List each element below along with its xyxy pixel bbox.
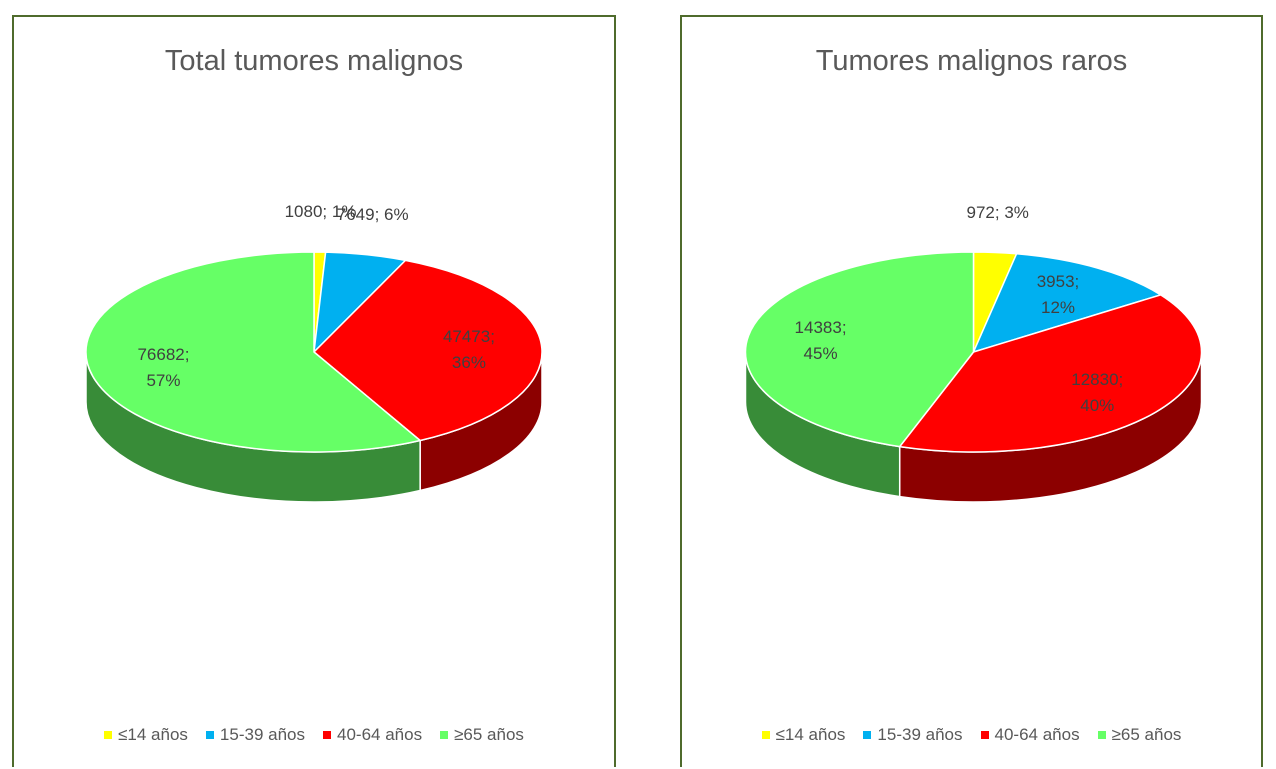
legend-item: 40-64 años [323,725,422,745]
legend-swatch [440,731,449,739]
legend-label: ≥65 años [1111,725,1182,744]
legend-label: 15-39 años [219,725,305,744]
pie-slice [898,294,1203,453]
legend-label: ≤14 años [775,725,846,744]
data-label: 12830; 40% [1071,369,1124,415]
legend-swatch [1097,731,1106,739]
data-label: 7649; 6% [336,204,409,224]
legend-label: ≥65 años [454,725,524,744]
legend-swatch [863,731,872,739]
legend-item: 40-64 años [980,725,1080,745]
pie-slice [85,251,422,453]
data-label: 14383; 45% [794,317,847,363]
legend-label: 40-64 años [337,725,423,744]
pie-slice [972,253,1163,354]
legend-item: ≤14 años [761,725,846,745]
data-label: 47473; 36% [442,326,495,372]
legend: ≤14 años 15-39 años 40-64 años ≥65 años [682,725,1261,745]
data-label: 3953; 12% [1036,271,1080,317]
legend-item: ≤14 años [104,725,188,745]
chart-title: Tumores malignos raros [815,45,1128,77]
data-label: 76682; 57% [137,345,190,391]
legend-label: 40-64 años [994,725,1080,744]
legend-swatch [323,731,331,739]
data-label: 972; 3% [966,202,1029,222]
legend-label: 15-39 años [877,725,963,744]
pie-plot [744,251,1203,503]
legend-item: 15-39 años [205,725,305,745]
chart-panel: Total tumores malignos 1080; 1% 7649; 6% 4… [12,15,616,767]
legend: ≤14 años 15-39 años 40-64 años ≥65 años [14,725,614,745]
chart-panel: Tumores malignos raros 972; 3% 3953; 12% 1… [680,15,1263,767]
pie-slice [312,259,543,442]
legend-label: ≤14 años [118,725,188,744]
pie-slice [744,251,975,448]
legend-item: 15-39 años [863,725,963,745]
legend-item: ≥65 años [440,725,524,745]
legend-swatch [104,731,113,739]
legend-swatch [761,731,770,739]
legend-swatch [205,731,214,739]
data-label: 1080; 1% [284,202,357,222]
legend-swatch [980,731,989,739]
pie-plot [85,251,543,503]
chart-title: Total tumores malignos [164,45,464,77]
legend-item: ≥65 años [1097,725,1182,745]
